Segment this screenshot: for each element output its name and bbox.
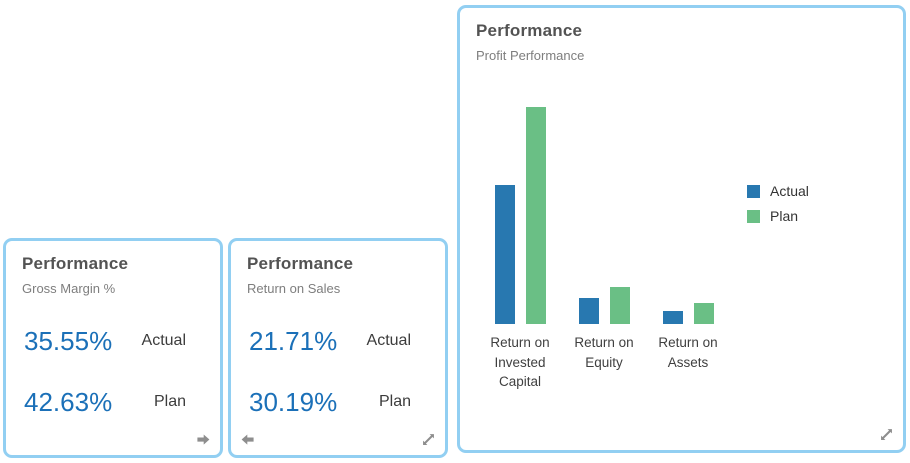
tile-subtitle: Gross Margin %	[22, 281, 116, 296]
legend-label: Actual	[770, 183, 809, 199]
tile-title: Performance	[247, 254, 354, 273]
kpi-value-actual: 21.71%	[249, 325, 338, 356]
tile-title: Performance	[22, 254, 129, 273]
bar-actual	[578, 298, 599, 324]
bar-plan	[693, 303, 714, 324]
kpi-value-actual: 35.55%	[24, 325, 113, 356]
kpi-row-actual: 35.55% Actual	[24, 326, 202, 356]
legend-item-actual: Actual	[747, 181, 809, 201]
x-axis-label: Return on Assets	[658, 335, 718, 370]
x-axis-label: Return on Equity	[574, 335, 634, 370]
arrow-right-icon[interactable]	[196, 432, 211, 447]
legend-swatch-plan	[747, 209, 760, 223]
resize-diagonal-icon[interactable]	[421, 432, 436, 447]
tile-return-on-sales[interactable]: Performance Return on Sales 21.71% Actua…	[228, 238, 448, 458]
kpi-row-actual: 21.71% Actual	[249, 326, 427, 356]
tile-gross-margin[interactable]: Performance Gross Margin % 35.55% Actual…	[3, 238, 223, 458]
legend-swatch-actual	[747, 184, 760, 198]
chart-legend: Actual Plan	[747, 181, 809, 231]
bar-group	[562, 100, 646, 324]
kpi-value-plan: 42.63%	[24, 386, 113, 417]
kpi-value-plan: 30.19%	[249, 386, 338, 417]
resize-diagonal-icon[interactable]	[879, 427, 894, 442]
kpi-label-plan: Plan	[153, 393, 186, 410]
x-axis-labels: Return on Invested Capital Return on Equi…	[478, 333, 730, 392]
bar-chart: Return on Invested Capital Return on Equi…	[478, 100, 730, 392]
bar-plan	[525, 107, 546, 324]
tile-profit-performance[interactable]: Performance Profit Performance Return on…	[457, 5, 906, 453]
arrow-left-icon[interactable]	[240, 432, 255, 447]
bar-group	[646, 100, 730, 324]
legend-item-plan: Plan	[747, 206, 809, 226]
kpi-label-actual: Actual	[141, 332, 186, 349]
tile-title: Performance	[476, 21, 583, 40]
bar-group	[478, 100, 562, 324]
tile-subtitle: Return on Sales	[247, 281, 341, 296]
bar-actual	[494, 185, 515, 324]
legend-label: Plan	[770, 208, 799, 224]
kpi-row-plan: 30.19% Plan	[249, 387, 427, 417]
bar-plot	[478, 100, 730, 324]
bar-actual	[662, 311, 683, 324]
kpi-label-actual: Actual	[366, 332, 411, 349]
tile-subtitle: Profit Performance	[476, 48, 585, 63]
kpi-label-plan: Plan	[378, 393, 411, 410]
kpi-row-plan: 42.63% Plan	[24, 387, 202, 417]
x-axis-label: Return on Invested Capital	[490, 335, 550, 390]
bar-plan	[609, 287, 630, 324]
